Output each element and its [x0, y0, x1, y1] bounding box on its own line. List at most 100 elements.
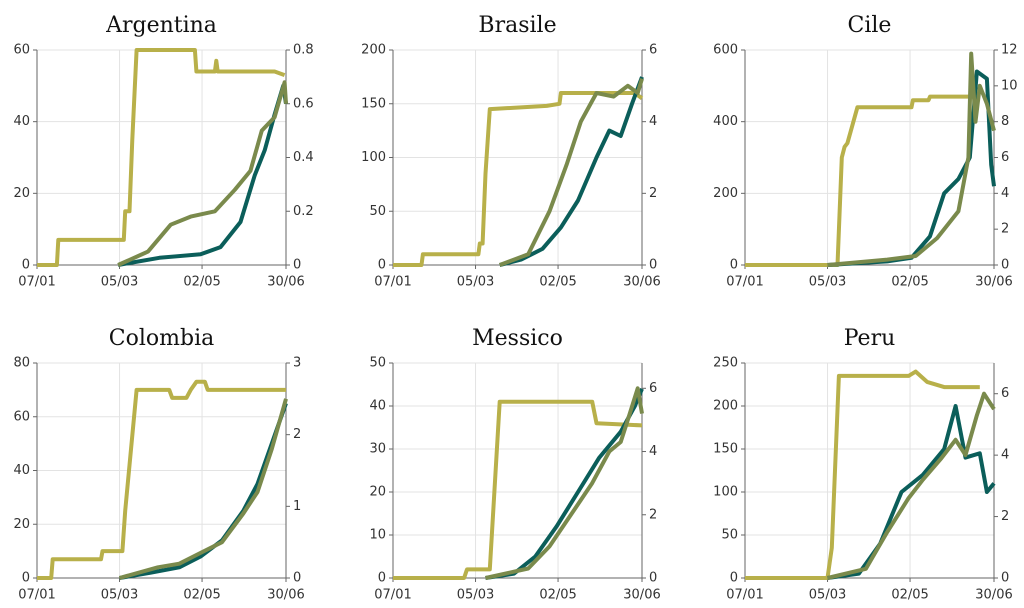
panel-title: Argentina [105, 13, 217, 38]
y2-tick-label: 0 [1001, 258, 1009, 273]
x-tick-label: 05/03 [101, 275, 138, 290]
y2-tick-label: 4 [1001, 186, 1009, 201]
y2-tick-label: 0 [649, 571, 657, 586]
x-tick-label: 02/05 [183, 275, 220, 290]
series-line [827, 391, 996, 580]
y-tick-label: 200 [713, 186, 738, 201]
x-tick-label: 07/01 [726, 588, 763, 603]
y2-tick-label: 8 [1001, 114, 1009, 129]
x-tick-label: 02/05 [539, 588, 576, 603]
x-tick-label: 05/03 [809, 588, 846, 603]
series-line [485, 386, 644, 580]
y-tick-label: 0 [378, 258, 386, 273]
y2-tick-label: 2 [1001, 222, 1009, 237]
x-tick-label: 07/01 [726, 275, 763, 290]
series-line [745, 94, 973, 267]
y2-tick-label: 3 [293, 356, 301, 371]
y-tick-label: 10 [369, 528, 386, 543]
y2-tick-label: 6 [1001, 386, 1009, 401]
y2-tick-label: 1 [293, 499, 301, 514]
y2-tick-label: 6 [649, 43, 657, 58]
y-tick-label: 0 [730, 258, 738, 273]
y-tick-label: 0 [22, 258, 30, 273]
y2-tick-label: 4 [649, 114, 657, 129]
y-tick-label: 40 [13, 463, 30, 478]
y2-tick-label: 6 [649, 381, 657, 396]
panel-title: Cile [848, 13, 892, 38]
y2-tick-label: 2 [649, 507, 657, 522]
y-tick-label: 20 [369, 485, 386, 500]
y2-tick-label: 0 [293, 258, 301, 273]
series-line [485, 388, 644, 580]
y-tick-label: 200 [361, 43, 386, 58]
y-tick-label: 30 [369, 442, 386, 457]
y-tick-label: 50 [721, 528, 738, 543]
y-tick-label: 50 [369, 356, 386, 371]
y-tick-label: 60 [13, 43, 30, 58]
x-tick-label: 02/05 [891, 275, 928, 290]
y-tick-label: 0 [730, 571, 738, 586]
x-tick-label: 30/06 [267, 588, 304, 603]
series-line [499, 76, 644, 267]
y2-tick-label: 12 [1001, 43, 1018, 58]
y2-tick-label: 4 [649, 444, 657, 459]
x-tick-label: 30/06 [623, 588, 660, 603]
x-tick-label: 05/03 [457, 588, 494, 603]
y2-tick-label: 4 [1001, 448, 1009, 463]
y-tick-label: 600 [713, 43, 738, 58]
y2-tick-label: 6 [1001, 150, 1009, 165]
y-tick-label: 200 [713, 399, 738, 414]
series-line [37, 379, 286, 580]
y-tick-label: 50 [369, 204, 386, 219]
x-tick-label: 05/03 [809, 275, 846, 290]
y-tick-label: 0 [22, 571, 30, 586]
y-tick-label: 150 [713, 442, 738, 457]
y2-tick-label: 0.6 [293, 96, 314, 111]
y2-tick-label: 0.2 [293, 204, 314, 219]
y2-tick-label: 2 [293, 427, 301, 442]
y2-tick-label: 0.4 [293, 150, 314, 165]
x-tick-label: 07/01 [18, 588, 55, 603]
x-tick-label: 02/05 [539, 275, 576, 290]
y2-tick-label: 2 [649, 186, 657, 201]
x-tick-label: 07/01 [374, 275, 411, 290]
y-tick-label: 20 [13, 517, 30, 532]
series-line [117, 80, 288, 267]
series-line [498, 78, 644, 267]
y-tick-label: 250 [713, 356, 738, 371]
panel-title: Messico [472, 326, 563, 351]
x-tick-label: 30/06 [267, 275, 304, 290]
y-tick-label: 400 [713, 114, 738, 129]
y2-tick-label: 0 [293, 571, 301, 586]
series-line [745, 369, 980, 580]
y-tick-label: 100 [361, 150, 386, 165]
y-tick-label: 60 [13, 409, 30, 424]
series-line [393, 91, 644, 267]
series-line [827, 51, 996, 267]
x-tick-label: 02/05 [891, 588, 928, 603]
y2-tick-label: 2 [1001, 509, 1009, 524]
x-tick-label: 05/03 [101, 588, 138, 603]
y-tick-label: 40 [369, 399, 386, 414]
x-tick-label: 30/06 [975, 588, 1012, 603]
x-tick-label: 30/06 [975, 275, 1012, 290]
series-line [118, 398, 288, 580]
x-tick-label: 07/01 [18, 275, 55, 290]
y2-tick-label: 0.8 [293, 43, 314, 58]
y-tick-label: 0 [378, 571, 386, 586]
y2-tick-label: 0 [1001, 571, 1009, 586]
x-tick-label: 05/03 [457, 275, 494, 290]
y-tick-label: 150 [361, 96, 386, 111]
series-line [37, 48, 286, 267]
series-line [393, 399, 643, 580]
x-tick-label: 07/01 [374, 588, 411, 603]
y-tick-label: 100 [713, 485, 738, 500]
x-tick-label: 30/06 [623, 275, 660, 290]
y-tick-label: 20 [13, 186, 30, 201]
y-tick-label: 80 [13, 356, 30, 371]
y-tick-label: 40 [13, 114, 30, 129]
y2-tick-label: 0 [649, 258, 657, 273]
y2-tick-label: 10 [1001, 78, 1018, 93]
